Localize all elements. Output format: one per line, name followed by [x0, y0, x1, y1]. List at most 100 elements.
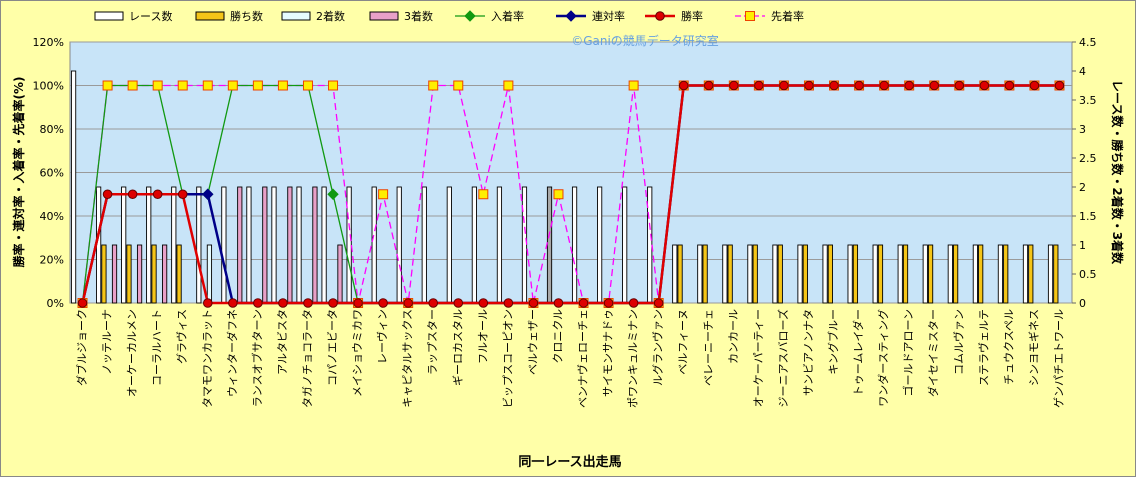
point-win — [854, 80, 864, 91]
right-tick-label: 3.5 — [1079, 94, 1097, 107]
legend-marker — [745, 11, 755, 21]
bar-races — [772, 244, 778, 304]
legend-swatch — [281, 11, 311, 21]
bar-races — [972, 244, 978, 304]
bar-races — [296, 186, 302, 304]
x-tick-label: ルグランヴァン — [651, 309, 665, 386]
bar-wins — [902, 244, 909, 304]
point-win — [278, 298, 288, 308]
x-tick-label: サイモンサナドゥ — [602, 309, 615, 397]
point-win — [954, 80, 965, 91]
x-tick-label: カンカール — [727, 309, 740, 364]
bar-third — [136, 244, 143, 304]
point-ahead — [503, 80, 514, 91]
x-tick-label: ランスオブサターン — [250, 309, 264, 407]
point-win — [152, 189, 163, 200]
bar-wins — [802, 244, 808, 304]
point-ahead — [378, 189, 389, 200]
bar-wins — [852, 244, 859, 304]
point-win — [1054, 80, 1065, 91]
bar-wins — [752, 244, 758, 304]
legend-swatch — [369, 11, 399, 21]
x-tick-label: シンヨモギネス — [1027, 309, 1040, 386]
legend-label: 連対率 — [592, 9, 625, 23]
right-tick-label: 4.5 — [1079, 36, 1097, 49]
left-tick-label: 0% — [47, 297, 64, 310]
y-axis-left-label: 勝率・連対率・入着率・先着率(%) — [11, 77, 26, 268]
x-tick-label: サンビアノンナタ — [802, 309, 815, 396]
x-tick-label: キャピタルサックス — [401, 309, 414, 408]
right-tick-label: 0.5 — [1079, 268, 1097, 281]
bar-races — [396, 186, 402, 304]
x-tick-label: ウィンターダフネ — [225, 309, 239, 397]
point-win — [528, 298, 539, 308]
legend-marker — [464, 10, 476, 22]
bar-third — [237, 186, 243, 304]
right-tick-label: 3 — [1079, 123, 1086, 136]
legend-label: 2着数 — [316, 9, 345, 23]
bar-wins — [877, 244, 884, 304]
legend-swatch — [94, 11, 124, 21]
x-tick-label: ベルフィーヌ — [677, 309, 690, 375]
point-ahead — [328, 80, 339, 91]
bar-wins — [126, 244, 132, 304]
point-win — [904, 80, 914, 91]
x-tick-label: ダブルジョーク — [75, 309, 89, 386]
bar-races — [571, 186, 578, 304]
bar-races — [622, 186, 628, 304]
point-ahead — [302, 80, 313, 91]
bar-third — [162, 244, 168, 304]
bar-races — [221, 186, 227, 304]
point-win — [353, 298, 363, 308]
legend-marker — [565, 10, 577, 22]
left-tick-label: 20% — [40, 254, 64, 267]
point-win — [378, 298, 388, 308]
x-tick-label: ワンダースティング — [876, 309, 890, 407]
point-win — [703, 80, 714, 91]
bar-third — [111, 244, 118, 304]
right-tick-label: 4 — [1079, 65, 1086, 78]
point-win — [77, 298, 88, 308]
bar-wins — [978, 244, 984, 304]
point-win — [829, 80, 839, 91]
bar-third — [262, 186, 268, 304]
point-ahead — [628, 80, 639, 91]
bar-races — [196, 186, 202, 304]
x-tick-label: ジーニアスバローズ — [776, 309, 790, 407]
point-win — [403, 298, 413, 308]
point-win — [929, 80, 940, 91]
watermark: ©Ganiの競馬データ研究室 — [571, 33, 719, 48]
point-win — [578, 298, 589, 308]
series-lines — [81, 84, 1060, 305]
point-win — [228, 298, 238, 308]
x-tick-label: ギーロカスタル — [451, 309, 464, 386]
point-win — [453, 298, 464, 308]
right-axis-ticks: 0 0.5 1 1.5 2 2.5 3 3.5 4 4.5 — [1072, 36, 1097, 310]
bar-races — [672, 244, 678, 304]
x-tick-label: ポワンキュルミナン — [627, 309, 640, 408]
x-tick-label: アルタビスタ — [276, 309, 289, 375]
bar-races — [647, 186, 653, 304]
bar-third — [337, 244, 343, 304]
x-tick-label: タマモワンカラット — [201, 309, 214, 408]
legend-label: 3着数 — [404, 9, 433, 23]
bar-third — [312, 186, 318, 304]
bar-races — [371, 186, 377, 304]
bar-races — [546, 186, 553, 304]
point-place — [327, 188, 339, 200]
point-win — [127, 189, 138, 200]
point-win — [879, 80, 889, 91]
x-tick-label: キングブルー — [826, 309, 840, 375]
left-axis-ticks: 0% 20% 40% 60% 80% 100% 120% — [33, 36, 64, 310]
bar-races — [171, 186, 177, 304]
bar-races — [847, 244, 853, 304]
series-markers — [77, 80, 1065, 308]
bar-races — [747, 244, 753, 304]
x-tick-label: ビップスコーピオン — [501, 309, 514, 408]
bar-wins — [777, 244, 783, 304]
x-tick-label: タガノチョコラータ — [301, 309, 314, 408]
bar-races — [121, 186, 127, 304]
x-tick-label: ゲンパチエトワール — [1053, 309, 1066, 408]
bar-races — [70, 70, 77, 304]
x-tick-label: ラップスター — [426, 309, 439, 375]
